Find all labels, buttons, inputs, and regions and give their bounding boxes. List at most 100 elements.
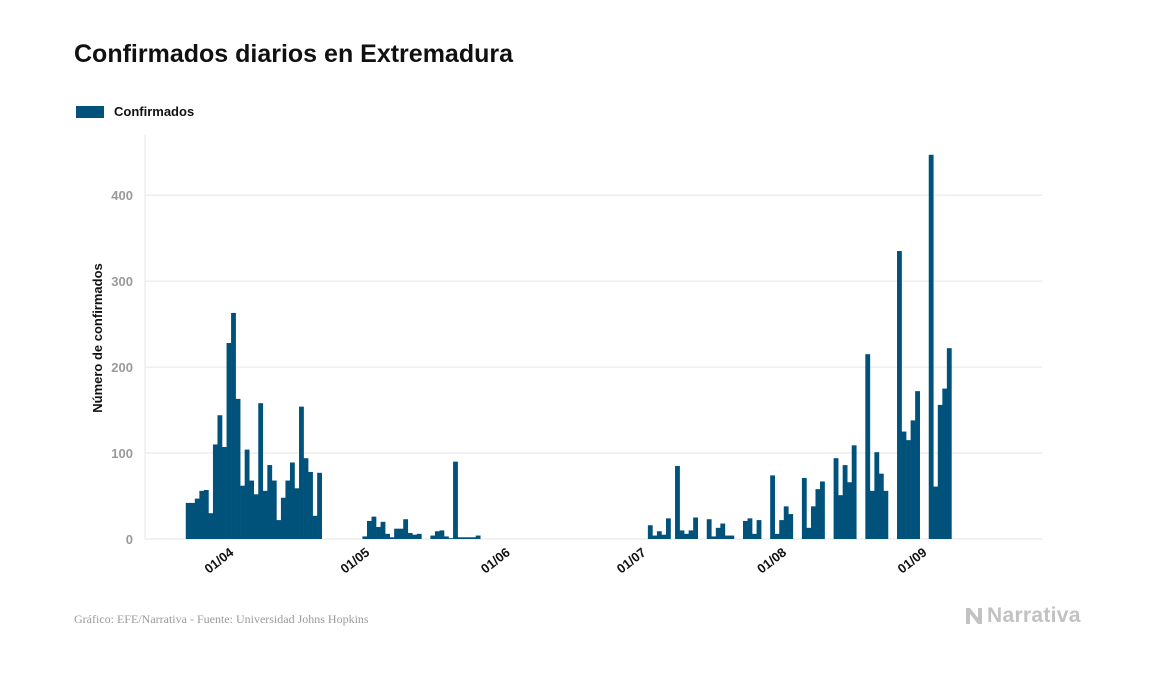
x-tick-label: 01/06: [478, 545, 513, 577]
bar: [199, 490, 205, 539]
bar: [380, 521, 386, 539]
x-tick-label: 01/04: [201, 544, 236, 576]
bar: [838, 495, 843, 539]
bar: [820, 481, 825, 539]
bar: [398, 528, 404, 539]
bar: [294, 488, 300, 539]
bar: [258, 403, 264, 539]
bar: [466, 537, 472, 539]
bar: [752, 533, 757, 539]
bar: [897, 251, 902, 540]
x-tick-label: 01/05: [337, 545, 372, 577]
bar: [779, 520, 785, 539]
chart-title: Confirmados diarios en Extremadura: [74, 40, 514, 68]
bar: [770, 475, 776, 539]
bar: [878, 473, 884, 539]
bar: [299, 406, 304, 539]
bar: [647, 525, 653, 539]
bar: [389, 537, 395, 539]
bar: [371, 516, 377, 539]
bar: [801, 477, 807, 539]
bar: [194, 498, 200, 539]
bar: [267, 465, 273, 539]
bar: [475, 535, 481, 539]
bar: [656, 531, 662, 539]
bar: [842, 465, 848, 539]
bar: [942, 388, 948, 539]
bar: [244, 449, 250, 539]
bar: [874, 452, 880, 539]
bar: [743, 520, 748, 539]
bar: [208, 513, 214, 539]
bar: [883, 490, 889, 539]
bar: [693, 517, 698, 539]
bar: [203, 490, 209, 539]
bar: [217, 415, 223, 539]
bar: [212, 444, 218, 539]
bar: [376, 526, 381, 539]
y-tick-label: 0: [126, 532, 133, 547]
bar: [235, 398, 241, 539]
narrativa-n-logo-icon: [966, 608, 982, 624]
bar: [756, 520, 762, 539]
bar: [416, 533, 422, 539]
bar: [394, 528, 399, 539]
bar: [869, 490, 875, 539]
bar: [253, 494, 259, 539]
y-tick-label: 300: [111, 274, 133, 289]
bar: [724, 535, 730, 539]
bar: [833, 458, 839, 539]
bar: [906, 440, 911, 539]
bar: [439, 530, 445, 539]
bar: [448, 538, 454, 539]
bar: [865, 354, 871, 539]
bar: [684, 533, 689, 539]
bar: [407, 532, 413, 539]
y-tick-label: 400: [111, 188, 133, 203]
bar: [679, 530, 685, 539]
bar: [711, 536, 717, 539]
y-tick-label: 100: [111, 446, 133, 461]
bar: [412, 534, 418, 539]
bar: [317, 472, 322, 539]
bar: [675, 465, 680, 539]
bar: [312, 515, 318, 539]
bar: [847, 482, 853, 539]
bar: [276, 520, 282, 539]
bar: [720, 523, 726, 539]
bar: [403, 519, 409, 539]
bar: [810, 506, 816, 539]
bar: [226, 343, 232, 539]
bar: [280, 497, 286, 539]
bar: [788, 514, 794, 539]
bar: [444, 536, 449, 539]
bar: [262, 490, 268, 539]
bar: [729, 535, 735, 539]
bar: [915, 391, 920, 539]
legend: Confirmados: [76, 104, 194, 119]
bar: [815, 489, 821, 539]
bar: [806, 527, 812, 539]
legend-label-confirmados: Confirmados: [114, 104, 195, 119]
bar: [783, 506, 789, 539]
bar: [271, 480, 277, 539]
narrativa-logo: Narrativa: [964, 604, 1081, 628]
bar: [851, 445, 857, 539]
bar: [462, 537, 467, 539]
bar: [240, 485, 245, 539]
y-tick-label: 200: [111, 360, 133, 375]
bar: [430, 535, 436, 539]
bar: [453, 461, 458, 539]
bar: [222, 447, 227, 539]
bar: [308, 471, 313, 539]
bar: [249, 480, 255, 539]
bar: [933, 486, 939, 539]
x-tick-label: 01/08: [754, 545, 789, 577]
bar: [190, 502, 196, 539]
x-tick-label: 01/07: [614, 545, 649, 577]
bar: [937, 404, 943, 539]
bar: [385, 533, 390, 539]
bar: [688, 530, 694, 539]
bar: [185, 502, 191, 539]
bar: [747, 518, 753, 539]
